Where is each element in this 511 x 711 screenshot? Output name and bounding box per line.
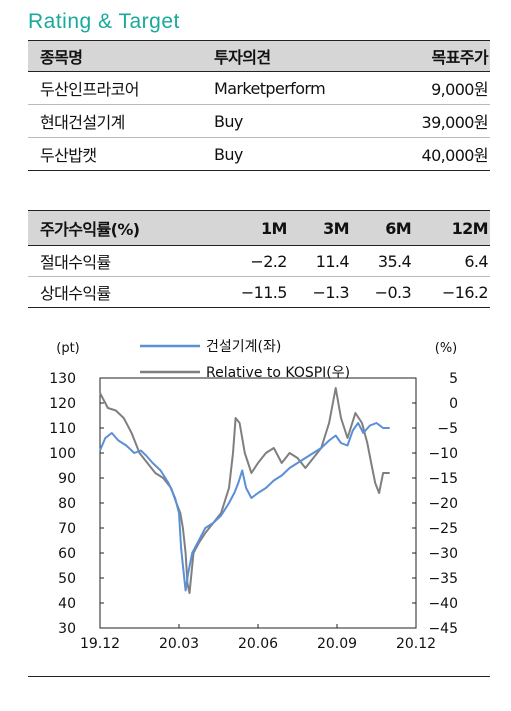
x-tick-label: 20.12 <box>396 636 436 652</box>
right-tick-label: −10 <box>428 446 458 462</box>
x-tick-label: 20.09 <box>317 636 357 652</box>
stock-name: 두산인프라코어 <box>28 71 212 105</box>
target-price: 39,000원 <box>366 104 490 138</box>
header-1m: 1M <box>212 210 289 246</box>
header-12m: 12M <box>413 210 490 246</box>
stock-name: 두산밥캣 <box>28 137 212 171</box>
x-tick-label: 20.03 <box>159 636 199 652</box>
footer-divider <box>28 676 490 677</box>
stock-name: 현대건설기계 <box>28 104 212 138</box>
right-tick-label: −20 <box>428 496 458 512</box>
table-row: 상대수익률 −11.5 −1.3 −0.3 −16.2 <box>28 276 490 308</box>
stock-chart: 건설기계(좌) Relative to KOSPI(우) (pt) (%) 13… <box>49 339 458 652</box>
header-target-price: 목표주가 <box>366 40 490 72</box>
left-tick-label: 90 <box>58 471 76 487</box>
header-6m: 6M <box>350 210 414 246</box>
left-tick-label: 60 <box>58 546 76 562</box>
right-tick-label: 5 <box>449 371 458 387</box>
return-table-header: 주가수익률(%) 1M 3M 6M 12M <box>28 210 490 246</box>
series-line-construction <box>99 422 390 592</box>
table-row: 두산밥캣 Buy 40,000원 <box>28 137 490 171</box>
x-tick-label: 20.06 <box>238 636 278 652</box>
table-row: 현대건설기계 Buy 39,000원 <box>28 104 490 138</box>
header-3m: 3M <box>288 210 351 246</box>
value-1m: −2.2 <box>212 245 289 277</box>
legend-label-relative: Relative to KOSPI(우) <box>206 365 350 381</box>
left-tick-label: 30 <box>58 621 76 637</box>
left-tick-label: 50 <box>58 571 76 587</box>
left-tick-label: 100 <box>49 446 76 462</box>
rating-table-header: 종목명 투자의견 목표주가 <box>28 40 490 72</box>
left-axis: 130 120 110 100 90 80 70 60 50 40 30 <box>49 371 104 637</box>
row-label: 절대수익률 <box>28 245 212 277</box>
header-stock-name: 종목명 <box>28 40 212 72</box>
x-axis: 19.12 20.03 20.06 20.09 20.12 <box>80 624 436 652</box>
right-tick-label: 0 <box>449 396 458 412</box>
value-3m: −1.3 <box>288 276 351 308</box>
opinion: Buy <box>212 137 366 171</box>
left-axis-unit: (pt) <box>56 341 80 356</box>
right-axis: 5 0 −5 −10 −15 −20 −25 −30 −35 −40 −45 <box>412 371 458 637</box>
right-tick-label: −30 <box>428 546 458 562</box>
right-tick-label: −15 <box>428 471 458 487</box>
table-row: 절대수익률 −2.2 11.4 35.4 6.4 <box>28 245 490 277</box>
opinion: Buy <box>212 104 366 138</box>
right-axis-unit: (%) <box>435 341 458 356</box>
x-tick-label: 19.12 <box>80 636 120 652</box>
value-12m: 6.4 <box>413 245 490 277</box>
left-tick-label: 40 <box>58 596 76 612</box>
series-line-relative <box>99 387 390 594</box>
left-tick-label: 120 <box>49 396 76 412</box>
row-label: 상대수익률 <box>28 276 212 308</box>
value-12m: −16.2 <box>413 276 490 308</box>
target-price: 9,000원 <box>366 71 490 105</box>
series-lines <box>99 387 390 594</box>
legend-label-construction: 건설기계(좌) <box>206 339 281 355</box>
header-return: 주가수익률(%) <box>28 210 212 246</box>
return-table: 주가수익률(%) 1M 3M 6M 12M 절대수익률 −2.2 11.4 35… <box>28 210 490 308</box>
target-price: 40,000원 <box>366 137 490 171</box>
plot-frame <box>99 377 417 629</box>
section-title: Rating & Target <box>28 10 180 33</box>
header-opinion: 투자의견 <box>212 40 366 72</box>
value-6m: 35.4 <box>350 245 414 277</box>
right-tick-label: −45 <box>428 621 458 637</box>
value-1m: −11.5 <box>212 276 289 308</box>
left-tick-label: 130 <box>49 371 76 387</box>
table-row: 두산인프라코어 Marketperform 9,000원 <box>28 71 490 105</box>
opinion: Marketperform <box>212 71 366 105</box>
right-tick-label: −40 <box>428 596 458 612</box>
legend: 건설기계(좌) Relative to KOSPI(우) <box>140 339 350 381</box>
right-tick-label: −35 <box>428 571 458 587</box>
value-3m: 11.4 <box>288 245 351 277</box>
value-6m: −0.3 <box>350 276 414 308</box>
right-tick-label: −25 <box>428 521 458 537</box>
right-tick-label: −5 <box>437 421 458 437</box>
rating-table: 종목명 투자의견 목표주가 두산인프라코어 Marketperform 9,00… <box>28 40 490 171</box>
left-tick-label: 110 <box>49 421 76 437</box>
left-tick-label: 70 <box>58 521 76 537</box>
left-tick-label: 80 <box>58 496 76 512</box>
